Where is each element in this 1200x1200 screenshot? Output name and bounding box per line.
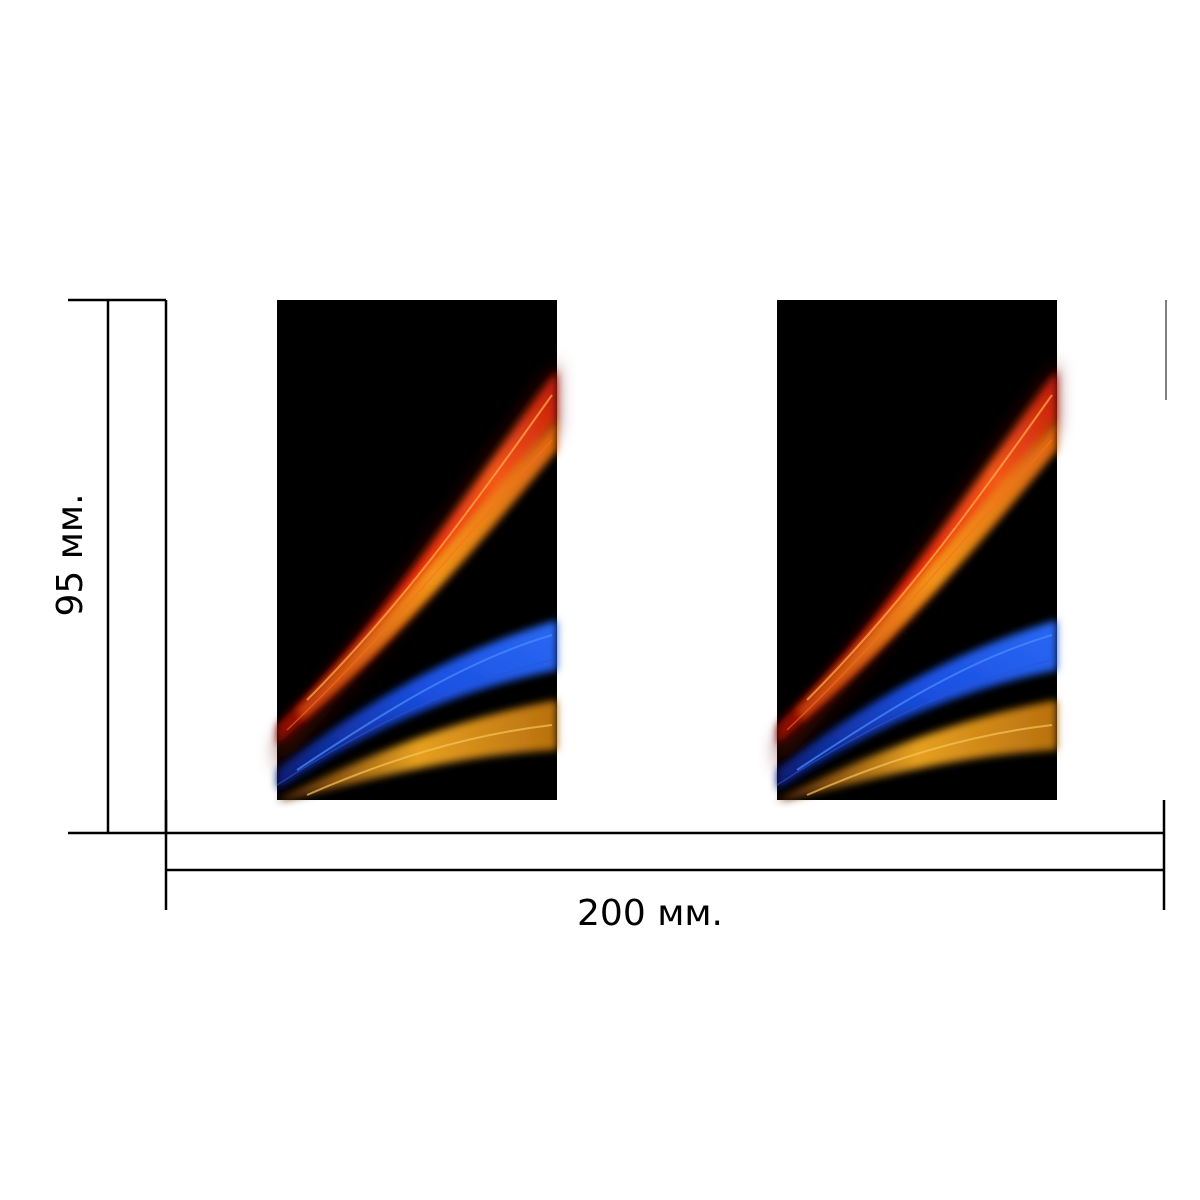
height-dimension: 95 мм. — [50, 298, 168, 835]
width-label: 200 мм. — [577, 893, 723, 934]
panel-right — [777, 300, 1057, 800]
panel-left — [277, 300, 557, 800]
width-dimension: 200 мм. — [164, 800, 1166, 934]
height-label: 95 мм. — [50, 493, 91, 616]
